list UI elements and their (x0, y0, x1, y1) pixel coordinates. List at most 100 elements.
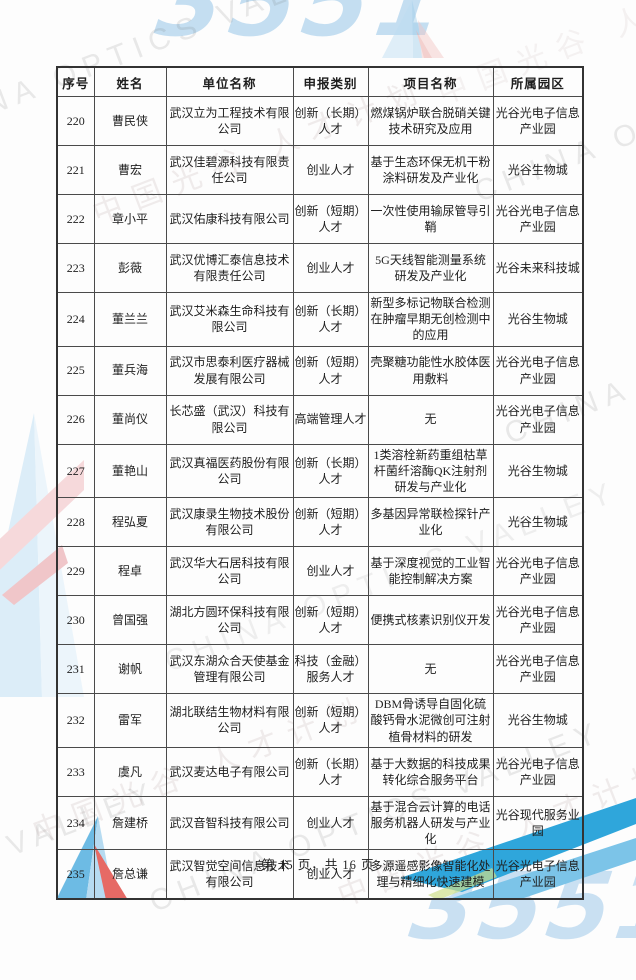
table-cell-park: 光谷生物城 (492, 292, 584, 347)
table-cell-category: 创新（短期）人才 (292, 345, 369, 396)
table-cell-category: 创新（长期）人才 (292, 96, 369, 146)
table-cell-name: 曹民侠 (93, 96, 167, 146)
table-cell-park: 光谷生物城 (492, 443, 584, 499)
table-cell-name: 程卓 (93, 546, 167, 597)
table-cell-park: 光谷光电子信息产业园 (492, 194, 584, 244)
table-body: 220 曹民侠 武汉立为工程技术有限公司 创新（长期）人才 燃煤锅炉联合脱硝关键技术研究… (56, 96, 584, 900)
table-cell-project: 1类溶栓新药重组枯草杆菌纤溶酶QK注射剂研发与产业化 (367, 443, 494, 499)
table-cell-company: 武汉市思泰利医疗器械发展有限公司 (165, 345, 294, 396)
table-cell-category: 创业人才 (292, 145, 369, 195)
table-cell-name: 董尚仪 (93, 394, 167, 445)
table-cell-index: 227 (56, 443, 95, 499)
table-cell-category: 创业人才 (292, 849, 369, 900)
table-cell-name: 雷军 (93, 693, 167, 748)
table-cell-index: 220 (56, 96, 95, 146)
table-cell-project: 基于生态环保无机干粉涂料研发及产业化 (367, 145, 494, 195)
column-header-project: 项目名称 (367, 66, 494, 97)
table-cell-company: 湖北方圆环保科技有限公司 (165, 595, 294, 646)
page-number-footer: 第 15 页，共 16 页 (261, 858, 375, 872)
table-cell-park: 光谷未来科技城 (492, 243, 584, 293)
table-cell-index: 222 (56, 194, 95, 244)
table-cell-index: 228 (56, 497, 95, 548)
table-cell-name: 董兰兰 (93, 292, 167, 347)
table-cell-index: 221 (56, 145, 95, 195)
table-cell-category: 创新（短期）人才 (292, 194, 369, 244)
table-cell-project: 基于大数据的科技成果转化综合服务平台 (367, 746, 494, 797)
table-cell-name: 董艳山 (93, 443, 167, 499)
table-cell-index: 226 (56, 394, 95, 445)
table-cell-index: 223 (56, 243, 95, 293)
table-cell-index: 232 (56, 693, 95, 748)
table-cell-company: 武汉优博汇泰信息技术有限责任公司 (165, 243, 294, 293)
table-cell-name: 曹宏 (93, 145, 167, 195)
table-cell-category: 创新（短期）人才 (292, 595, 369, 646)
table-cell-category: 高端管理人才 (292, 394, 369, 445)
table-cell-category: 创新（短期）人才 (292, 497, 369, 548)
table-cell-category: 创业人才 (292, 243, 369, 293)
table-cell-name: 董兵海 (93, 345, 167, 396)
table-cell-name: 虞凡 (93, 746, 167, 797)
table-cell-name: 章小平 (93, 194, 167, 244)
table-cell-park: 光谷现代服务业园 (492, 795, 584, 851)
table-row: 227 董艳山 武汉真福医药股份有限公司 创新（长期）人才 1类溶栓新药重组枯草杆菌纤溶… (56, 443, 584, 499)
table-cell-category: 科技（金融）服务人才 (292, 644, 369, 695)
table-cell-index: 230 (56, 595, 95, 646)
table-row: 221 曹宏 武汉佳碧源科技有限责任公司 创业人才 基于生态环保无机干粉涂料研发及产业化… (56, 145, 584, 195)
table-cell-park: 光谷生物城 (492, 497, 584, 548)
brand-logo-icon (382, 0, 444, 58)
table-cell-project: DBM骨诱导自固化硫酸钙骨水泥微创可注射植骨材料的研发 (367, 693, 494, 748)
table-cell-project: 多基因异常联检探针产业化 (367, 497, 494, 548)
table-cell-index: 231 (56, 644, 95, 695)
table-cell-name: 詹建桥 (93, 795, 167, 851)
table-cell-index: 233 (56, 746, 95, 797)
table-cell-company: 湖北联结生物材料有限公司 (165, 693, 294, 748)
table-cell-company: 武汉康录生物技术股份有限公司 (165, 497, 294, 548)
table-cell-park: 光谷光电子信息产业园 (492, 345, 584, 396)
table-cell-park: 光谷光电子信息产业园 (492, 644, 584, 695)
table-cell-project: 基于混合云计算的电话服务机器人研发与产业化 (367, 795, 494, 851)
table-cell-category: 创业人才 (292, 795, 369, 851)
table-cell-index: 229 (56, 546, 95, 597)
table-cell-park: 光谷生物城 (492, 693, 584, 748)
table-cell-project: 一次性使用输尿管导引鞘 (367, 194, 494, 244)
table-cell-company: 武汉智觉空间信息技术有限公司 (165, 849, 294, 900)
brand-3551-watermark-top: 3551 (150, 0, 458, 58)
column-header-park: 所属园区 (492, 66, 584, 97)
column-header-company: 单位名称 (165, 66, 294, 97)
column-header-category: 申报类别 (292, 66, 369, 97)
table-cell-project: 壳聚糖功能性水胶体医用敷料 (367, 345, 494, 396)
table-row: 226 董尚仪 长芯盛（武汉）科技有限公司 高端管理人才无光谷光电子信息产业园 (56, 394, 584, 445)
table-cell-index: 224 (56, 292, 95, 347)
table-cell-company: 武汉东湖众合天使基金管理有限公司 (165, 644, 294, 695)
table-cell-company: 武汉音智科技有限公司 (165, 795, 294, 851)
table-row: 230 曾国强 湖北方圆环保科技有限公司 创新（短期）人才 便携式核素识别仪开发 光谷光电… (56, 595, 584, 646)
table-cell-project: 无 (367, 394, 494, 445)
table-row: 232 雷军 湖北联结生物材料有限公司 创新（短期）人才 DBM骨诱导自固化硫酸钙骨水泥… (56, 693, 584, 748)
table-cell-project: 燃煤锅炉联合脱硝关键技术研究及应用 (367, 96, 494, 146)
table-cell-park: 光谷光电子信息产业园 (492, 595, 584, 646)
table-cell-name: 彭薇 (93, 243, 167, 293)
table-cell-category: 创新（长期）人才 (292, 443, 369, 499)
table-row: 229 程卓 武汉华大石居科技有限公司 创业人才 基于深度视觉的工业智能控制解决方案 光谷… (56, 546, 584, 597)
table-cell-index: 234 (56, 795, 95, 851)
table-row: 233 虞凡 武汉麦达电子有限公司 创新（长期）人才 基于大数据的科技成果转化综合服务平… (56, 746, 584, 797)
table-row: 225 董兵海 武汉市思泰利医疗器械发展有限公司 创新（短期）人才 壳聚糖功能性水胶体医… (56, 345, 584, 396)
table-cell-project: 基于深度视觉的工业智能控制解决方案 (367, 546, 494, 597)
table-cell-category: 创新（短期）人才 (292, 693, 369, 748)
table-cell-company: 武汉华大石居科技有限公司 (165, 546, 294, 597)
table-cell-company: 武汉佑康科技有限公司 (165, 194, 294, 244)
table-cell-company: 武汉艾米森生命科技有限公司 (165, 292, 294, 347)
table-cell-category: 创新（长期）人才 (292, 292, 369, 347)
table-cell-park: 光谷光电子信息产业园 (492, 96, 584, 146)
table-row: 224 董兰兰 武汉艾米森生命科技有限公司 创新（长期）人才 新型多标记物联合检测在肿瘤… (56, 292, 584, 347)
talent-list-table: 序号 姓名 单位名称 申报类别 项目名称 所属园区 220 曹民侠 武汉立为工程技术… (56, 66, 584, 901)
table-row: 231 谢帆 武汉东湖众合天使基金管理有限公司 科技（金融）服务人才无光谷光电子信息产… (56, 644, 584, 695)
table-cell-project: 便携式核素识别仪开发 (367, 595, 494, 646)
table-cell-category: 创业人才 (292, 546, 369, 597)
column-header-name: 姓名 (93, 66, 167, 97)
table-cell-company: 长芯盛（武汉）科技有限公司 (165, 394, 294, 445)
table-row: 220 曹民侠 武汉立为工程技术有限公司 创新（长期）人才 燃煤锅炉联合脱硝关键技术研究… (56, 96, 584, 146)
table-cell-park: 光谷光电子信息产业园 (492, 394, 584, 445)
table-cell-index: 225 (56, 345, 95, 396)
table-row: 228 程弘夏 武汉康录生物技术股份有限公司 创新（短期）人才 多基因异常联检探针产业化… (56, 497, 584, 548)
